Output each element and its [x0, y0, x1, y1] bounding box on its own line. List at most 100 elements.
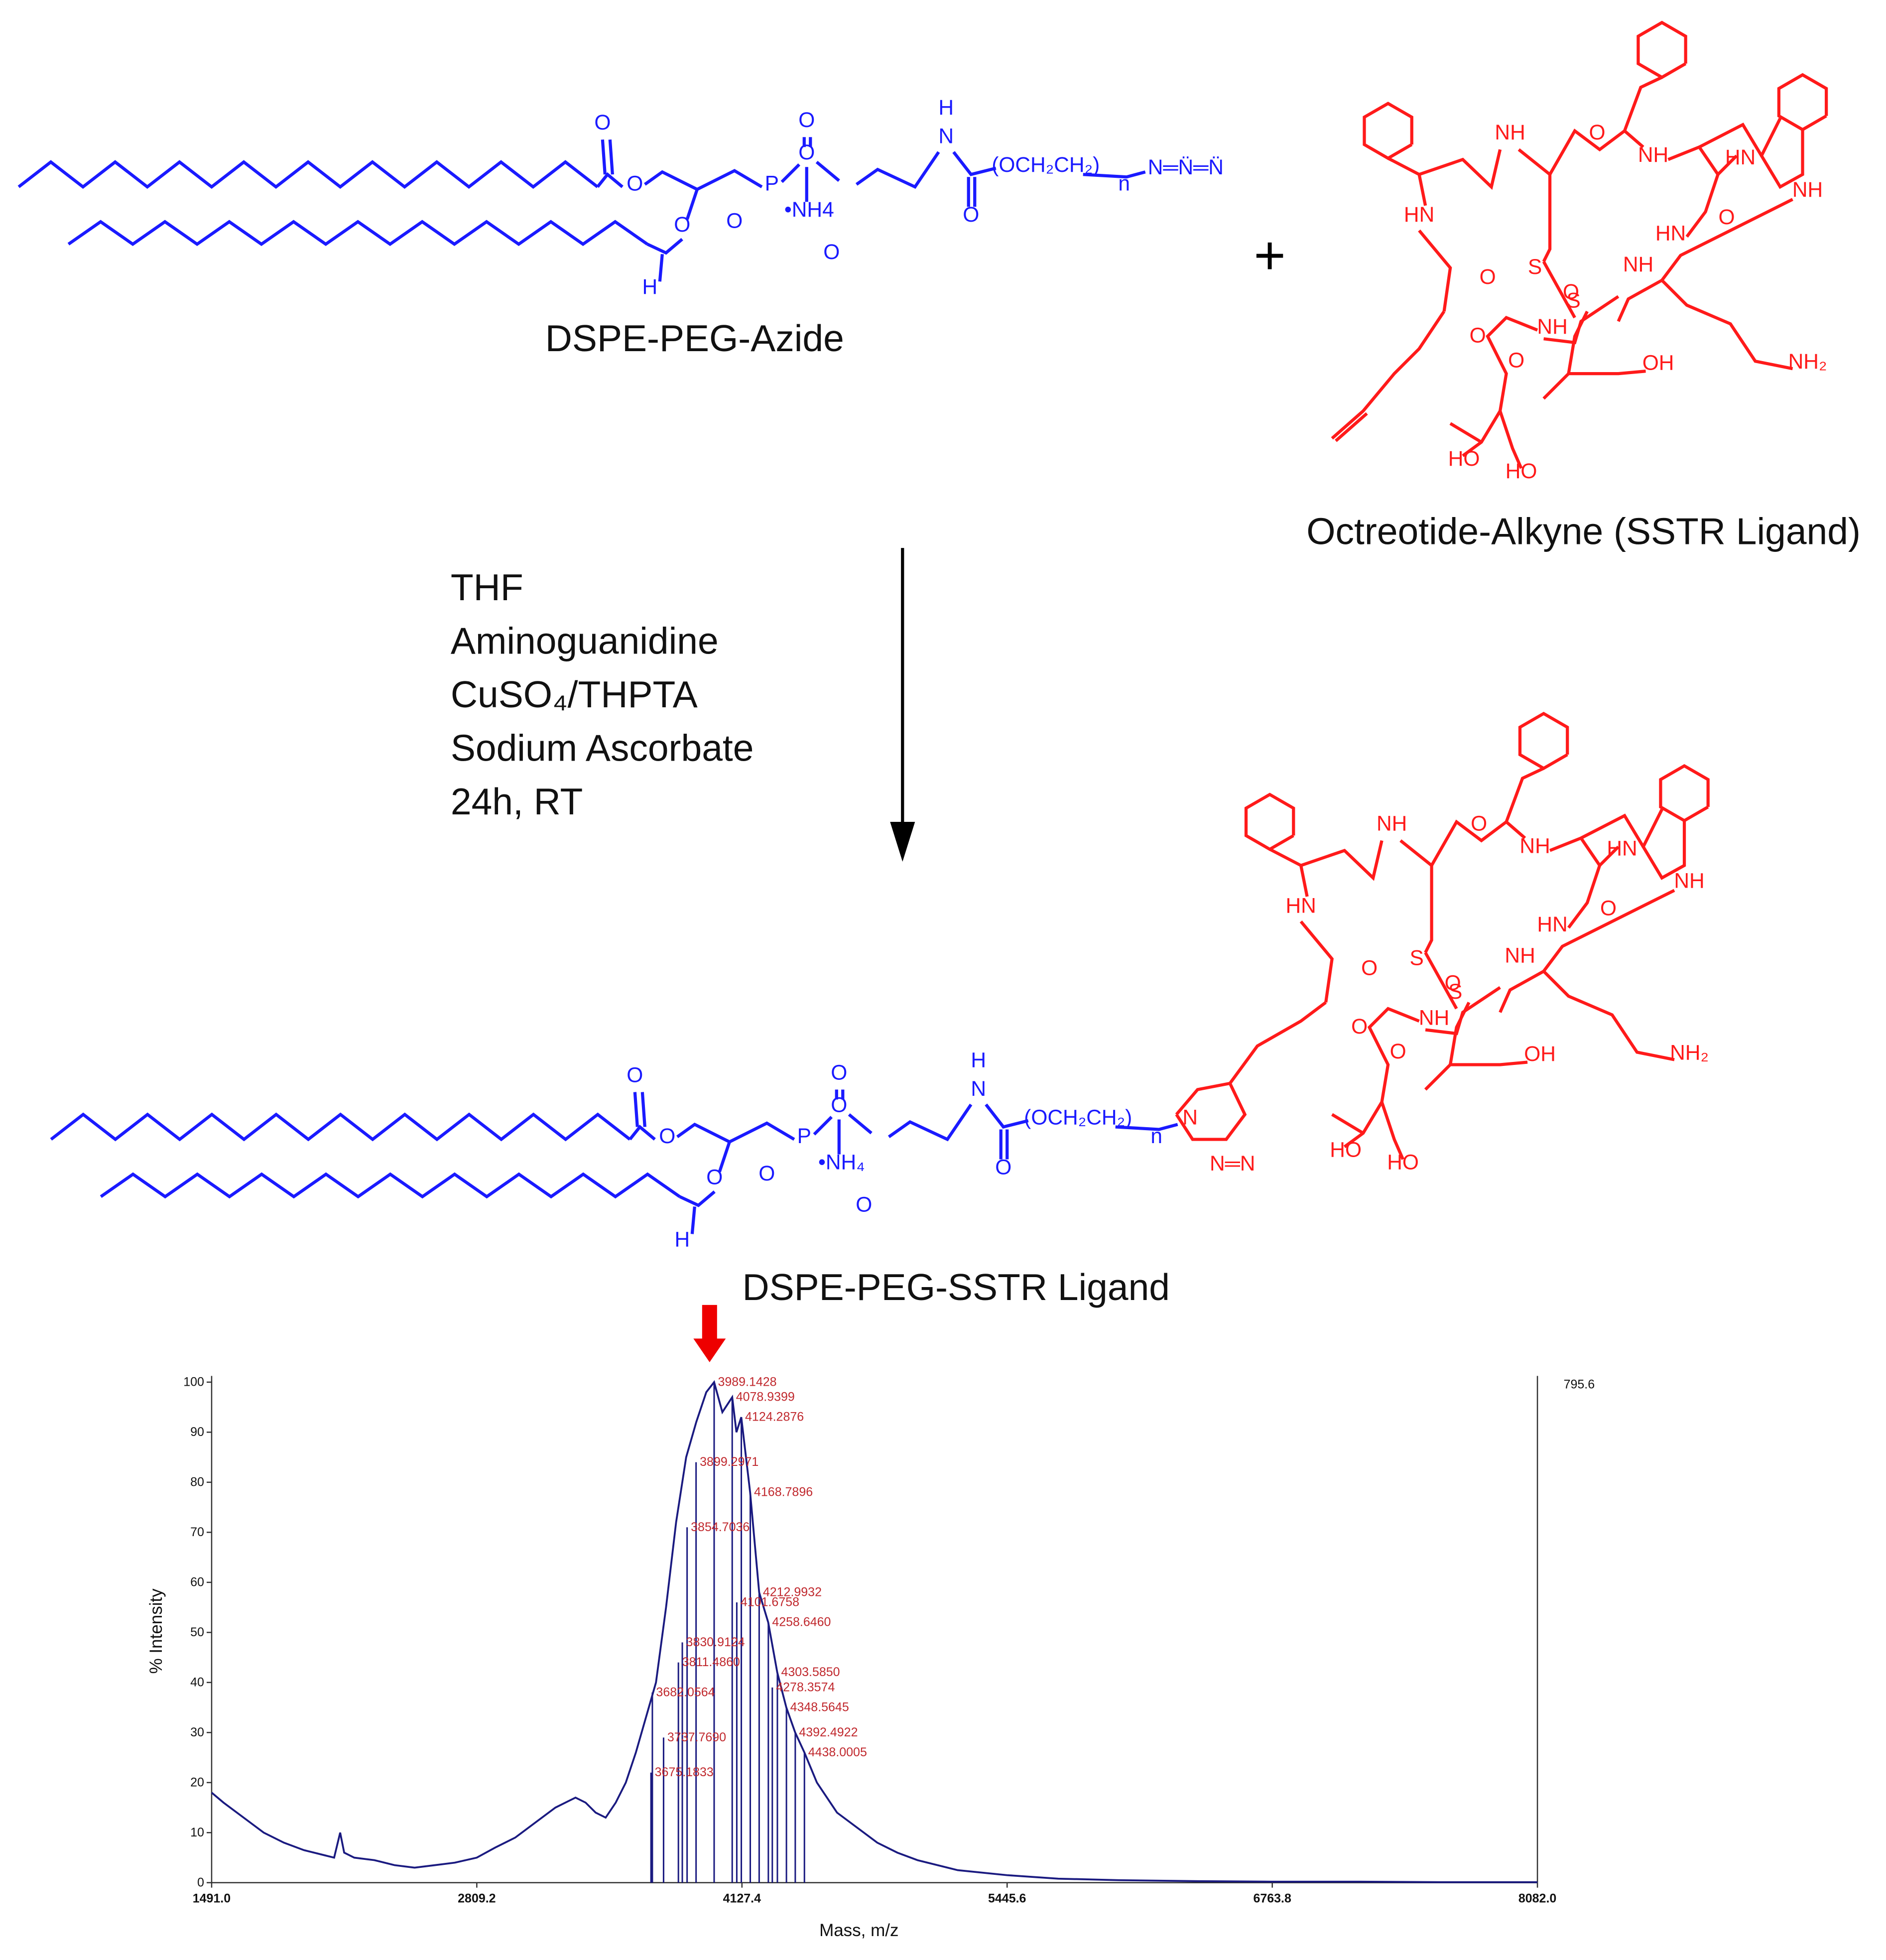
bond [813, 1116, 833, 1136]
atom-label: O [798, 141, 815, 164]
atom-label: HN [1607, 837, 1637, 861]
peak-label: 4212.9932 [763, 1585, 822, 1599]
bond [1623, 76, 1663, 131]
y-tick-label: 20 [190, 1775, 204, 1789]
linker [1229, 1001, 1327, 1084]
azide-label: N═N̈═N̈ [1148, 156, 1224, 179]
compound-name: DSPE-PEG-SSTR Ligand [743, 1266, 1170, 1308]
bond [633, 1092, 639, 1127]
bond [1549, 836, 1620, 868]
bond [1115, 1123, 1178, 1131]
atom-label: P [797, 1125, 811, 1148]
atom-label: O [1480, 265, 1496, 289]
bond [1399, 839, 1433, 953]
peak-label: 4101.6758 [741, 1595, 799, 1609]
atom-label: NH [1792, 178, 1823, 202]
x-tick-label: 2809.2 [458, 1892, 496, 1906]
atom-label: OH [1642, 352, 1674, 375]
y-tick-label: 90 [190, 1425, 204, 1439]
bond [1430, 819, 1526, 867]
y-tick-label: 70 [190, 1525, 204, 1539]
bond [1299, 920, 1334, 1003]
atom-label: HO [1387, 1151, 1419, 1174]
atom-label: HN [1285, 895, 1316, 918]
lipid-chain [17, 160, 599, 189]
atom-label: HO [1448, 447, 1480, 471]
max-counts: 795.6 [1564, 1377, 1595, 1391]
atom-label: (OCH₂CH₂) [1024, 1106, 1132, 1129]
x-axis-label: Mass, m/z [819, 1921, 898, 1940]
bond [685, 189, 699, 220]
atom-label: S [1528, 256, 1542, 279]
y-tick-label: 80 [190, 1475, 204, 1489]
atom-label: O [1508, 349, 1524, 373]
atom-label: O [1589, 121, 1606, 144]
x-tick-label: 1491.0 [193, 1892, 231, 1906]
triazole [1175, 1081, 1247, 1141]
atom-label: O [659, 1125, 675, 1148]
atom-label: O [831, 1061, 847, 1084]
atom-label: O [627, 1063, 643, 1087]
atom-label: O [1600, 897, 1617, 920]
bond [952, 151, 997, 176]
atom-label: O [1390, 1040, 1406, 1063]
atom-label: O [1470, 324, 1486, 348]
peak-label: 3682.0564 [656, 1685, 715, 1699]
peak-label: 4168.7896 [754, 1485, 813, 1499]
atom-label: NH [1419, 1006, 1449, 1030]
atom-label: HN [1655, 222, 1686, 246]
bond [646, 238, 683, 255]
atom-label: HO [1506, 460, 1537, 483]
bond [1499, 970, 1545, 1013]
y-tick-label: 60 [190, 1575, 204, 1589]
atom-label: HO [1330, 1138, 1362, 1162]
atom-label: N═N [1210, 1152, 1255, 1176]
atom-label: n [1150, 1125, 1162, 1148]
atom-label: O [627, 172, 643, 196]
atom-label: HN [1537, 913, 1567, 936]
x-tick-label: 6763.8 [1253, 1892, 1291, 1906]
alkyne [1335, 412, 1368, 442]
bond [1424, 1063, 1452, 1091]
peak-label: 4392.4922 [799, 1725, 858, 1739]
atom-label: N [1182, 1106, 1198, 1129]
atom-label: NH [1519, 835, 1550, 858]
atom-label: NH [1674, 870, 1704, 893]
atom-label: O [726, 210, 743, 233]
bond [985, 1103, 1029, 1129]
atom-label: O [1471, 812, 1487, 836]
atom-label: •NH₄ [818, 1151, 865, 1174]
peak-arrow [693, 1305, 726, 1362]
y-axis-label: % Intensity [146, 1588, 166, 1674]
atom-label: NH [1505, 944, 1535, 968]
atom-label: NH [1638, 143, 1668, 167]
atom-label: O [1351, 1015, 1368, 1039]
atom-label: O [963, 203, 979, 227]
bond [1418, 229, 1452, 312]
atom-label: NH [1623, 253, 1653, 276]
bond [780, 163, 800, 183]
atom-label: OH [1524, 1043, 1556, 1066]
atom-label: NH₂ [1670, 1041, 1709, 1064]
lipid-chain [67, 220, 648, 247]
bond [1542, 372, 1570, 400]
y-tick-label: 30 [190, 1725, 204, 1739]
peak-label: 3899.2971 [700, 1455, 758, 1469]
peak-label: 3737.7690 [667, 1730, 726, 1744]
atom-label: S [1566, 289, 1580, 313]
bond [1617, 278, 1663, 322]
atom-label: O [995, 1156, 1011, 1179]
atom-label: S [1448, 980, 1462, 1004]
ring [1777, 73, 1828, 131]
bond [1505, 767, 1544, 823]
condition: Sodium Ascorbate [451, 727, 754, 769]
atom-label: O [674, 213, 690, 237]
atom-label: P [765, 172, 779, 196]
peak-label: 3854.7036 [691, 1520, 750, 1534]
y-tick-label: 10 [190, 1826, 204, 1839]
peak-label: 4278.3574 [776, 1680, 835, 1694]
x-tick-label: 5445.6 [988, 1892, 1026, 1906]
bond [596, 172, 624, 188]
peak-label: 4258.6460 [772, 1615, 831, 1629]
